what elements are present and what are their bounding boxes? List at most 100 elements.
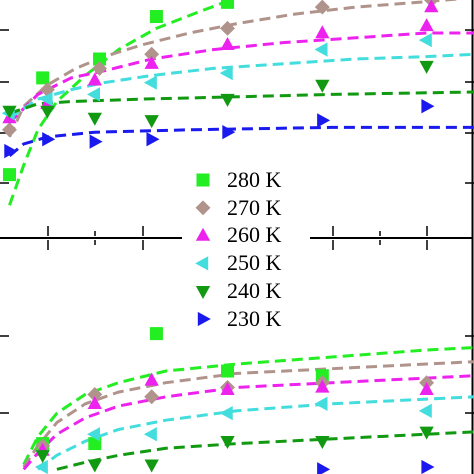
- legend-entry-230k: 230 K: [197, 306, 282, 331]
- bottom-point-280k-1: [88, 437, 102, 451]
- legend-marker-250k: [195, 256, 209, 271]
- bottom-point-250k-1: [87, 427, 100, 442]
- bottom-fit-line-250k: [37, 395, 474, 471]
- bottom-point-270k-1: [87, 386, 103, 402]
- top-point-260k-6: [419, 18, 434, 32]
- bottom-point-240k-2: [144, 459, 159, 473]
- top-point-270k-0: [2, 122, 17, 138]
- legend-entry-260k: 260 K: [195, 222, 282, 247]
- legend-label-250k: 250 K: [227, 250, 282, 275]
- top-point-270k-2: [92, 60, 108, 76]
- top-point-260k-7: [424, 0, 439, 13]
- top-point-260k-3: [144, 55, 159, 69]
- top-point-240k-4: [220, 93, 235, 107]
- top-point-270k-3: [144, 46, 160, 62]
- top-point-250k-3: [143, 75, 157, 90]
- legend-symbol-280k: [196, 173, 210, 187]
- top-point-280k-1: [36, 71, 50, 85]
- legend-marker-270k: [195, 200, 211, 216]
- top-point-250k-1: [39, 91, 53, 107]
- top-data-points: [1, 0, 439, 182]
- top-point-240k-1: [40, 105, 55, 119]
- bottom-point-260k-2: [144, 372, 159, 386]
- top-point-250k-5: [314, 42, 328, 57]
- bottom-panel: [0, 237, 474, 474]
- bottom-point-250k-3: [219, 406, 233, 421]
- bottom-point-250k-0: [34, 459, 48, 474]
- top-point-260k-2: [87, 72, 102, 86]
- legend-label-230k: 230 K: [227, 306, 282, 331]
- legend-marker-240k: [195, 286, 211, 299]
- top-point-230k-5: [317, 113, 331, 128]
- legend-background: [182, 160, 310, 338]
- bottom-fit-line-280k: [22, 346, 474, 466]
- legend-entry-270k: 270 K: [195, 195, 282, 220]
- top-point-230k-2: [89, 134, 103, 149]
- legend-symbol-250k: [195, 256, 209, 271]
- top-point-270k-5: [314, 0, 330, 15]
- legend-symbol-230k: [197, 311, 211, 327]
- bottom-data-points: [34, 327, 435, 474]
- top-point-280k-0: [2, 168, 16, 182]
- top-point-250k-6: [418, 32, 432, 48]
- bottom-point-240k-1: [87, 459, 102, 473]
- legend-marker-260k: [195, 227, 211, 241]
- bottom-point-280k-3: [221, 364, 235, 378]
- top-point-230k-3: [146, 132, 160, 147]
- top-point-240k-6: [419, 60, 434, 74]
- legend-entry-280k: 280 K: [196, 167, 282, 192]
- legend-marker-280k: [196, 173, 210, 187]
- top-fit-line-260k: [8, 31, 474, 124]
- top-point-260k-4: [220, 37, 235, 51]
- legend-entry-240k: 240 K: [195, 278, 282, 303]
- bottom-point-260k-5: [419, 381, 434, 395]
- top-fit-line-240k: [9, 90, 474, 115]
- bottom-point-230k-1: [421, 459, 435, 474]
- top-point-230k-1: [42, 132, 56, 147]
- bottom-point-240k-5: [419, 426, 434, 440]
- bottom-fit-line-240k: [56, 430, 474, 471]
- top-point-280k-3: [149, 10, 163, 24]
- legend-label-270k: 270 K: [227, 195, 282, 220]
- bottom-point-250k-4: [314, 396, 328, 411]
- top-panel: [0, 0, 474, 239]
- bottom-point-240k-4: [315, 436, 330, 450]
- top-point-270k-4: [220, 20, 235, 36]
- bottom-point-270k-2: [144, 389, 160, 405]
- top-point-240k-3: [144, 115, 159, 129]
- bottom-point-280k-2: [149, 327, 163, 341]
- top-point-230k-4: [222, 125, 236, 140]
- top-point-260k-5: [315, 25, 330, 39]
- top-point-280k-2: [93, 52, 107, 66]
- bottom-point-250k-5: [418, 403, 432, 418]
- top-fit-line-230k: [8, 125, 474, 157]
- bottom-point-230k-0: [317, 462, 331, 474]
- top-point-240k-5: [315, 79, 330, 93]
- bottom-fit-line-260k: [22, 374, 474, 471]
- bottom-point-260k-1: [87, 396, 102, 409]
- bottom-point-250k-2: [143, 427, 157, 442]
- top-point-240k-2: [87, 112, 102, 126]
- bottom-point-240k-3: [220, 436, 235, 450]
- legend: 280 K 270 K 260 K 250 K 240 K 230 K: [182, 160, 310, 338]
- bottom-point-260k-3: [220, 381, 235, 395]
- top-point-230k-6: [421, 99, 435, 114]
- bottom-point-240k-0: [35, 450, 50, 464]
- top-point-240k-0: [2, 105, 17, 119]
- top-point-250k-4: [219, 66, 233, 81]
- top-point-280k-4: [221, 0, 235, 9]
- bottom-point-260k-4: [315, 379, 330, 393]
- legend-label-260k: 260 K: [227, 222, 282, 247]
- legend-marker-230k: [197, 311, 211, 327]
- top-point-230k-0: [4, 143, 18, 159]
- bottom-fit-line-270k: [22, 360, 474, 468]
- top-point-250k-2: [87, 87, 100, 102]
- legend-symbol-270k: [195, 200, 211, 216]
- top-fit-line-250k: [8, 52, 474, 120]
- top-fit-line-270k: [8, 0, 464, 138]
- legend-entry-250k: 250 K: [195, 250, 282, 275]
- top-fit-curves: [8, 0, 474, 206]
- legend-label-280k: 280 K: [227, 167, 282, 192]
- legend-symbol-260k: [195, 227, 211, 241]
